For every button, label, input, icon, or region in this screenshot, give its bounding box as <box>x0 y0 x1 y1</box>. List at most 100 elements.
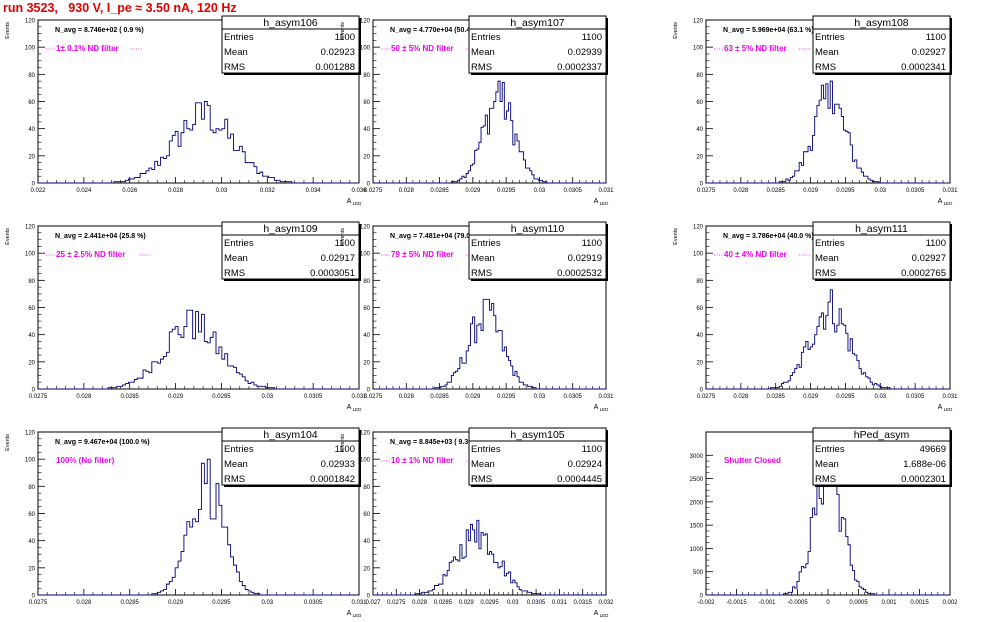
stats-key: Mean <box>815 459 839 470</box>
stats-key: Entries <box>471 32 501 43</box>
y-tick-label: 80 <box>363 279 370 285</box>
stats-value: 0.0002337 <box>557 62 602 73</box>
x-tick-label: 0.03 <box>261 394 273 400</box>
x-axis-title: A LED <box>938 198 953 206</box>
y-tick-label: 60 <box>28 306 35 312</box>
x-tick-label: 0.0295 <box>836 394 855 400</box>
x-tick-label: 0.031 <box>942 188 958 194</box>
x-tick-label: 0.031 <box>598 188 614 194</box>
stats-title: h_asym111 <box>855 223 908 235</box>
histogram-line <box>373 519 606 596</box>
stats-title: h_asym107 <box>510 17 564 29</box>
stats-key: Entries <box>815 238 845 249</box>
x-tick-label: 0.031 <box>351 600 367 606</box>
y-tick-label: 40 <box>28 333 35 339</box>
x-tick-label: 0.029 <box>168 600 184 606</box>
x-tick-label: 0.0275 <box>697 188 716 194</box>
y-tick-label: 20 <box>28 566 35 572</box>
x-tick-label: 0.0295 <box>480 600 499 606</box>
x-axis-title: A LED <box>347 198 362 206</box>
x-tick-label: 0.028 <box>76 394 92 400</box>
stats-key: RMS <box>224 474 245 485</box>
y-tick-label: 60 <box>363 306 370 312</box>
x-tick-label: 0.03 <box>874 188 886 194</box>
filter-label: 40 ± 4% ND filter <box>724 250 787 259</box>
stats-key: RMS <box>224 62 245 73</box>
x-tick-label: 0.001 <box>881 600 897 606</box>
y-tick-label: 120 <box>693 19 704 25</box>
x-tick-label: 0.032 <box>260 188 276 194</box>
stats-value: 1100 <box>335 238 355 249</box>
navg-label: N_avg = 4.770e+04 (50.4 %) <box>390 27 481 34</box>
x-tick-label: 0.0275 <box>387 600 406 606</box>
x-tick-label: 0.031 <box>942 394 958 400</box>
x-tick-label: 0.031 <box>351 394 367 400</box>
x-tick-label: 0.034 <box>306 188 322 194</box>
x-tick-label: 0.029 <box>459 600 475 606</box>
y-tick-label: 120 <box>360 431 371 437</box>
stats-key: RMS <box>471 268 492 279</box>
histogram-h_asym107: 0.0275 0.028 0.0285 0.029 0.0295 0.03 0.0305 0.… <box>340 15 614 206</box>
stats-value: 1100 <box>926 238 946 249</box>
stats-key: RMS <box>815 62 836 73</box>
x-tick-label: -0.002 <box>697 600 715 606</box>
x-tick-label: 0.0305 <box>564 394 583 400</box>
x-tick-label: 0.028 <box>733 188 749 194</box>
y-tick-label: 1500 <box>690 524 704 530</box>
x-tick-label: 0.0305 <box>906 188 925 194</box>
y-tick-label: 40 <box>696 333 703 339</box>
stats-box <box>221 15 360 74</box>
x-tick-label: 0.03 <box>874 394 886 400</box>
stats-value: 1100 <box>582 32 602 43</box>
y-tick-label: 20 <box>363 154 370 160</box>
histogram-line <box>38 309 359 390</box>
histogram-h_asym104: 0.0275 0.028 0.0285 0.029 0.0295 0.03 0.0305 0.… <box>5 427 367 618</box>
y-tick-label: 120 <box>693 225 704 231</box>
stats-key: Entries <box>471 444 501 455</box>
x-tick-label: 0.0305 <box>906 394 925 400</box>
stats-key: Mean <box>471 253 495 264</box>
x-tick-label: 0.0305 <box>564 188 583 194</box>
stats-value: 0.0002532 <box>557 268 602 279</box>
x-tick-label: 0.0275 <box>697 394 716 400</box>
x-tick-label: 0.0285 <box>121 600 140 606</box>
stats-key: RMS <box>224 268 245 279</box>
x-axis-title: A LED <box>347 610 362 618</box>
navg-label: N_avg = 5.969e+04 (63.1 %) <box>723 27 814 34</box>
filter-label: 25 ± 2.5% ND filter <box>56 250 125 259</box>
y-tick-label: 20 <box>696 154 703 160</box>
x-tick-label: 0.031 <box>598 394 614 400</box>
y-tick-label: 60 <box>363 512 370 518</box>
x-tick-label: 0.029 <box>465 188 481 194</box>
x-tick-label: -0.0015 <box>726 600 747 606</box>
stats-value: 0.0002301 <box>901 474 946 485</box>
x-tick-label: 0.002 <box>942 600 958 606</box>
stats-box <box>468 427 607 486</box>
y-tick-label: 100 <box>360 46 371 52</box>
navg-label: N_avg = 8.845e+03 ( 9.3 %) <box>390 439 479 446</box>
stats-box <box>812 15 951 74</box>
stats-box <box>468 221 607 280</box>
x-axis-title: A LED <box>594 198 609 206</box>
y-tick-label: 80 <box>28 73 35 79</box>
x-tick-label: 0.0305 <box>304 600 323 606</box>
x-tick-label: 0.0005 <box>849 600 868 606</box>
y-tick-label: 120 <box>360 19 371 25</box>
stats-value: 0.0001842 <box>310 474 355 485</box>
x-tick-label: 0.032 <box>598 600 614 606</box>
stats-key: RMS <box>815 474 836 485</box>
x-tick-label: 0.0285 <box>430 188 449 194</box>
navg-label: N_avg = 7.481e+04 (79.0 %) <box>390 233 481 240</box>
filter-label: 79 ± 5% ND filter <box>391 250 454 259</box>
stats-value: 0.02927 <box>912 47 946 58</box>
y-tick-label: 100 <box>25 458 36 464</box>
x-axis-title: A LED <box>938 404 953 412</box>
stats-title: h_asym110 <box>511 223 565 235</box>
x-tick-label: 0.028 <box>412 600 428 606</box>
stats-value: 1100 <box>335 32 355 43</box>
stats-box <box>221 427 360 486</box>
stats-box <box>812 427 951 486</box>
y-tick-label: 80 <box>28 279 35 285</box>
stats-key: Entries <box>224 238 254 249</box>
x-tick-label: 0.03 <box>534 188 546 194</box>
